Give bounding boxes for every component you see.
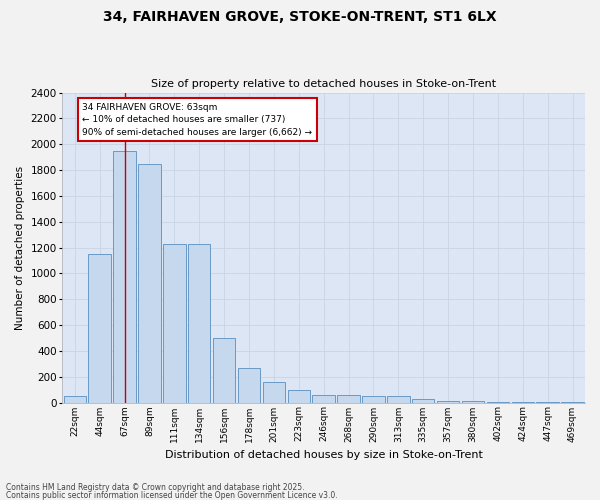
Bar	[213, 338, 235, 402]
Bar	[238, 368, 260, 402]
Bar	[113, 150, 136, 402]
Bar	[188, 244, 211, 402]
Text: 34 FAIRHAVEN GROVE: 63sqm
← 10% of detached houses are smaller (737)
90% of semi: 34 FAIRHAVEN GROVE: 63sqm ← 10% of detac…	[82, 103, 312, 137]
Bar	[138, 164, 161, 402]
Bar	[462, 401, 484, 402]
X-axis label: Distribution of detached houses by size in Stoke-on-Trent: Distribution of detached houses by size …	[165, 450, 482, 460]
Bar	[88, 254, 111, 402]
Bar	[313, 396, 335, 402]
Title: Size of property relative to detached houses in Stoke-on-Trent: Size of property relative to detached ho…	[151, 79, 496, 89]
Bar	[362, 396, 385, 402]
Bar	[163, 244, 185, 402]
Bar	[64, 396, 86, 402]
Text: Contains HM Land Registry data © Crown copyright and database right 2025.: Contains HM Land Registry data © Crown c…	[6, 484, 305, 492]
Bar	[412, 398, 434, 402]
Bar	[387, 396, 410, 402]
Bar	[337, 396, 360, 402]
Bar	[437, 401, 460, 402]
Y-axis label: Number of detached properties: Number of detached properties	[15, 166, 25, 330]
Bar	[287, 390, 310, 402]
Bar	[263, 382, 285, 402]
Text: 34, FAIRHAVEN GROVE, STOKE-ON-TRENT, ST1 6LX: 34, FAIRHAVEN GROVE, STOKE-ON-TRENT, ST1…	[103, 10, 497, 24]
Text: Contains public sector information licensed under the Open Government Licence v3: Contains public sector information licen…	[6, 490, 338, 500]
